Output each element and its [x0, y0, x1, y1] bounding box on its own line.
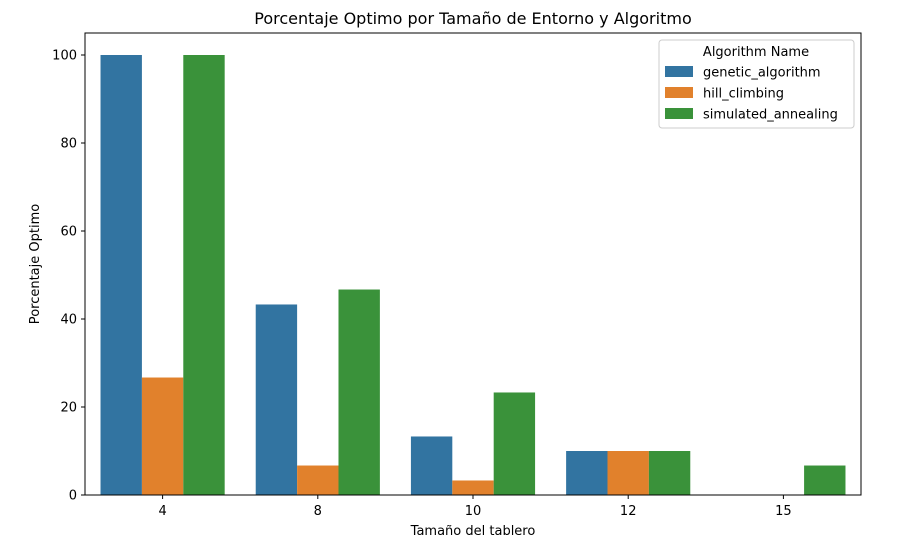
x-axis-label: Tamaño del tablero	[410, 524, 536, 539]
legend-swatch	[665, 66, 693, 77]
bar-hill-climbing-12	[607, 451, 649, 495]
x-tick-label: 15	[775, 504, 792, 519]
y-tick-label: 20	[60, 401, 77, 416]
bar-hill-climbing-8	[297, 465, 339, 495]
bar-genetic-algorithm-10	[410, 436, 453, 495]
bar-hill-climbing-4	[141, 377, 184, 495]
bar-hill-climbing-10	[452, 480, 494, 495]
y-tick-label: 80	[60, 137, 77, 152]
y-tick-label: 60	[60, 225, 77, 240]
bar-simulated-annealing-15	[804, 465, 846, 495]
y-tick-label: 0	[69, 489, 77, 504]
legend: Algorithm Name genetic_algorithm hill_cli…	[658, 39, 855, 129]
bar-simulated-annealing-10	[493, 392, 536, 495]
chart-title: Porcentaje Optimo por Tamaño de Entorno …	[254, 9, 691, 28]
bar-simulated-annealing-12	[648, 451, 691, 495]
x-tick-label: 4	[158, 504, 166, 519]
legend-box	[658, 39, 855, 129]
legend-label: hill_climbing	[703, 87, 784, 102]
legend-label: genetic_algorithm	[703, 66, 821, 81]
x-tick-label: 12	[620, 504, 637, 519]
bar-simulated-annealing-8	[338, 289, 380, 495]
bar-genetic-algorithm-4	[100, 55, 142, 495]
y-tick-label: 100	[52, 49, 77, 64]
y-axis: 0 20 40 60 80 100	[52, 49, 85, 504]
legend-title: Algorithm Name	[703, 45, 809, 60]
legend-swatch	[665, 108, 693, 119]
bar-genetic-algorithm-8	[255, 304, 298, 495]
x-tick-label: 10	[465, 504, 482, 519]
x-axis: 4 8 10 12 15	[158, 495, 792, 519]
y-axis-label: Porcentaje Optimo	[28, 204, 43, 324]
bar-genetic-algorithm-12	[566, 451, 608, 495]
bars-group	[100, 55, 846, 495]
x-tick-label: 8	[314, 504, 322, 519]
legend-label: simulated_annealing	[703, 108, 838, 123]
bar-simulated-annealing-4	[183, 55, 225, 495]
legend-items: genetic_algorithm hill_climbing simulated_…	[665, 66, 838, 123]
legend-swatch	[665, 87, 693, 98]
y-tick-label: 40	[60, 313, 77, 328]
